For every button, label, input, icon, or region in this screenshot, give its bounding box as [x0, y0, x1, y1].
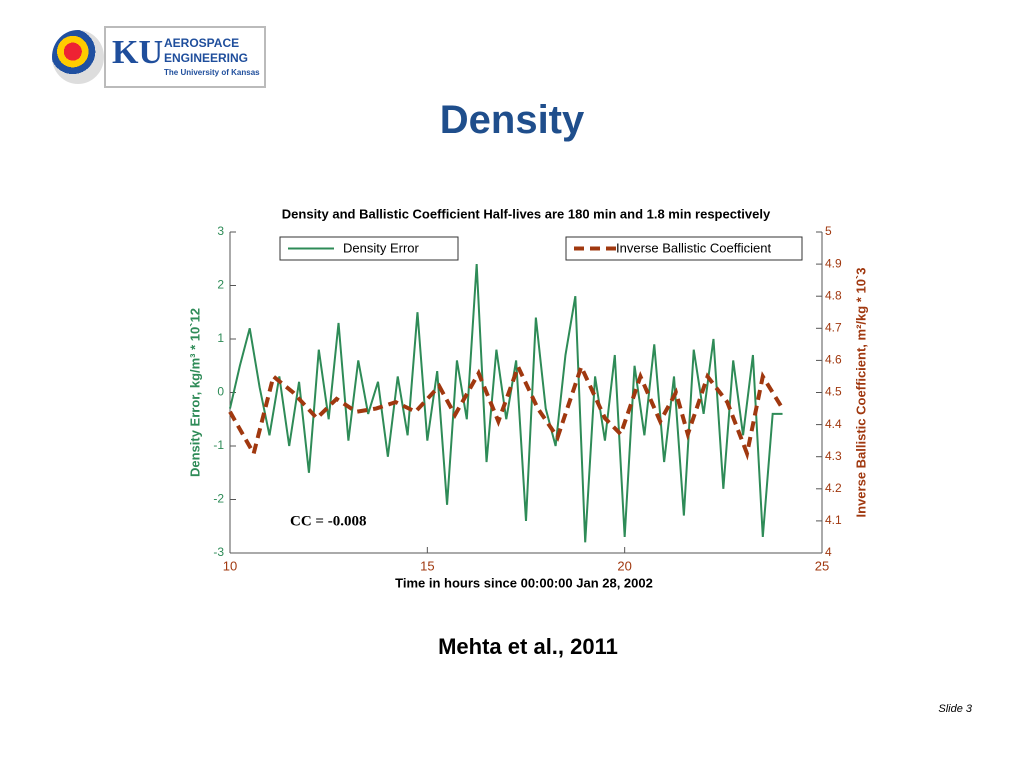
y2-tick-label: 4.7	[825, 320, 842, 334]
x-tick-label: 10	[223, 558, 237, 573]
legend-label: Inverse Ballistic Coefficient	[616, 240, 771, 255]
logo-line: The University of Kansas	[164, 68, 260, 77]
y2-tick-label: 4.6	[825, 353, 842, 367]
x-tick-label: 25	[815, 558, 829, 573]
y2-tick-label: 4.4	[825, 417, 842, 431]
y-tick-label: 2	[217, 278, 224, 292]
logo-line: ENGINEERING	[164, 51, 249, 65]
caption: Mehta et al., 2011	[438, 634, 618, 659]
y-tick-label: -2	[213, 492, 224, 506]
y-tick-label: 0	[217, 385, 224, 399]
series-line	[229, 264, 783, 543]
y2-tick-label: 5	[825, 224, 832, 238]
y2-tick-label: 4.8	[825, 288, 842, 302]
y-tick-label: 3	[217, 224, 224, 238]
slide-number: Slide 3	[938, 703, 972, 715]
y2-tick-label: 4.2	[825, 481, 842, 495]
logo: KU AEROSPACE ENGINEERING The University …	[52, 26, 266, 88]
plot-area	[230, 232, 822, 553]
logo-line: AEROSPACE	[164, 36, 240, 50]
y-tick-label: 1	[217, 331, 224, 345]
legend-label: Density Error	[343, 240, 420, 255]
logo-box: KU AEROSPACE ENGINEERING The University …	[104, 26, 266, 88]
x-axis-label: Time in hours since 00:00:00 Jan 28, 200…	[395, 575, 653, 590]
y-tick-label: -3	[213, 545, 224, 559]
y2-tick-label: 4	[825, 545, 832, 559]
logo-mark: KU	[112, 34, 163, 71]
legend-box	[279, 236, 459, 261]
x-tick-label: 20	[617, 558, 631, 573]
annotation: CC = -0.008	[290, 513, 366, 529]
legend-box	[565, 236, 803, 261]
y-tick-label: -1	[213, 438, 224, 452]
y2-tick-label: 4.9	[825, 256, 842, 270]
y2-tick-label: 4.3	[825, 449, 842, 463]
y2-tick-label: 4.1	[825, 513, 842, 527]
series-line	[228, 361, 785, 461]
mascot	[52, 30, 104, 84]
y-axis-label: Density Error, kg/m³ * 10`12	[187, 308, 202, 477]
y2-axis-label: Inverse Ballistic Coefficient, m²/kg * 1…	[853, 268, 868, 518]
chart-title: Density and Ballistic Coefficient Half-l…	[282, 206, 771, 221]
x-tick-label: 15	[420, 558, 434, 573]
slide-title: Density	[439, 98, 585, 142]
y2-tick-label: 4.5	[825, 385, 842, 399]
